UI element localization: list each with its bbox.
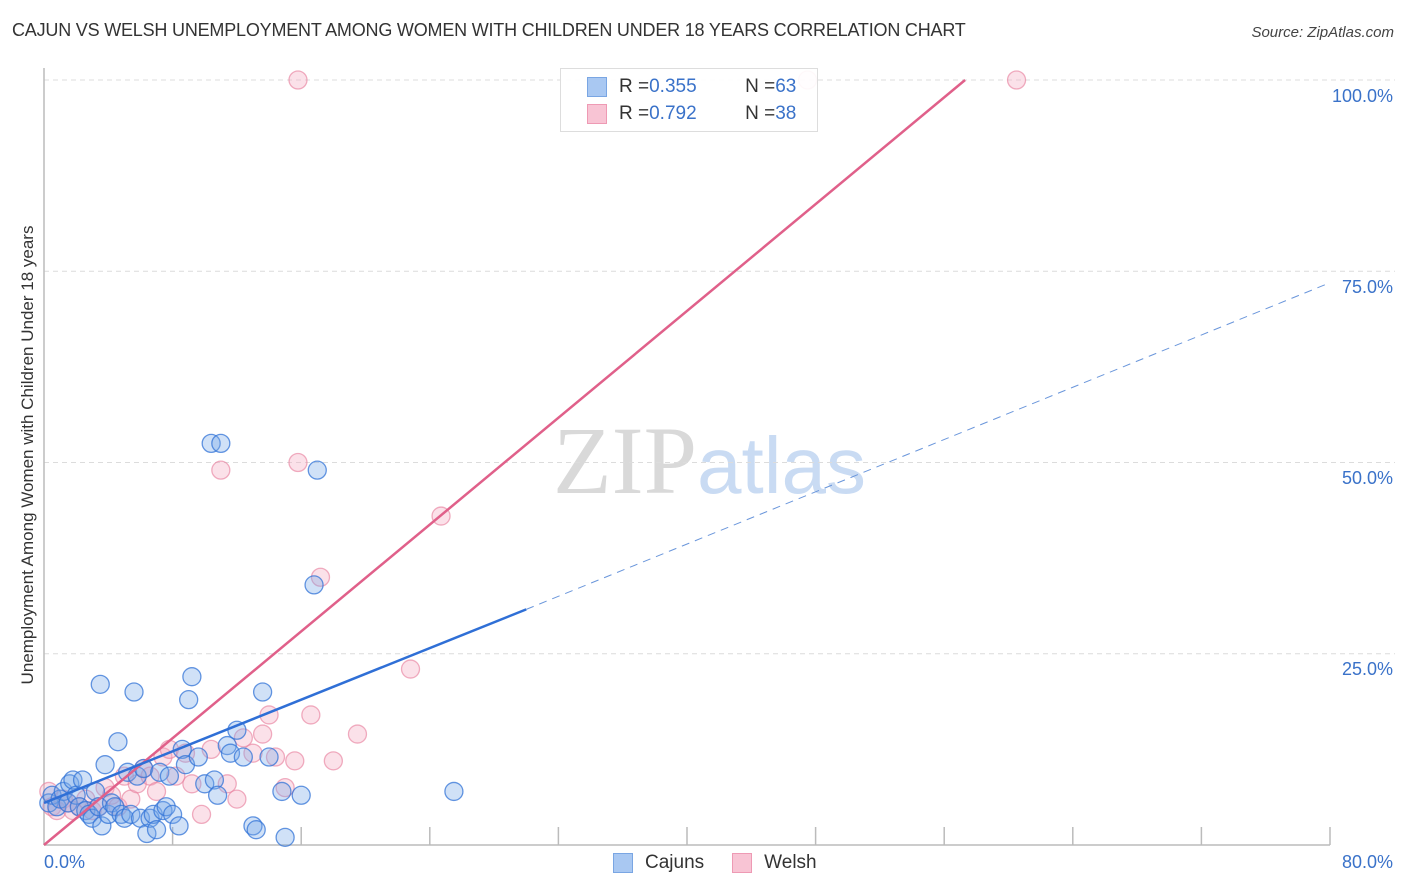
gridlines xyxy=(44,79,1395,655)
x-tick-0: 0.0% xyxy=(44,852,86,872)
legend-row-welsh: R = 0.792 N = 38 xyxy=(587,102,796,126)
welsh-swatch-icon xyxy=(587,104,607,124)
n-value-cajuns: 63 xyxy=(775,76,797,97)
welsh-points xyxy=(39,70,1027,825)
legend-label-welsh: Welsh xyxy=(764,852,817,873)
watermark-atlas: atlas xyxy=(697,421,866,510)
n-label: N = xyxy=(745,103,776,124)
y-tick-50: 50.0% xyxy=(1341,468,1393,488)
source-label: Source: ZipAtlas.com xyxy=(1251,24,1394,41)
cajuns-swatch-icon xyxy=(587,77,607,97)
x-tick-80: 80.0% xyxy=(1341,852,1393,872)
y-tick-100: 100.0% xyxy=(1331,86,1393,106)
y-tick-75: 75.0% xyxy=(1341,277,1393,297)
cajun-points xyxy=(39,433,464,847)
legend-item-cajuns[interactable]: Cajuns xyxy=(613,852,704,874)
axes xyxy=(43,68,1331,846)
y-axis-label: Unemployment Among Women with Children U… xyxy=(18,225,37,685)
welsh-swatch-icon xyxy=(732,853,753,873)
legend-row-cajuns: R = 0.355 N = 63 xyxy=(587,75,796,99)
r-label: R = xyxy=(619,76,650,97)
r-label: R = xyxy=(619,103,650,124)
watermark-zip: ZIP xyxy=(553,407,697,514)
n-value-welsh: 38 xyxy=(775,103,797,124)
r-value-welsh: 0.792 xyxy=(649,103,697,124)
chart-title: CAJUN VS WELSH UNEMPLOYMENT AMONG WOMEN … xyxy=(12,20,966,40)
r-value-cajuns: 0.355 xyxy=(649,76,697,97)
watermark: ZIPatlas xyxy=(553,405,866,516)
cajuns-swatch-icon xyxy=(613,853,633,873)
correlation-legend: R = 0.355 N = 63 R = 0.792 N = 38 xyxy=(560,68,818,132)
n-label: N = xyxy=(745,76,776,97)
y-tick-25: 25.0% xyxy=(1341,659,1393,679)
legend-label-cajuns: Cajuns xyxy=(645,852,705,873)
trendlines xyxy=(43,79,1331,846)
series-legend: Cajuns Welsh xyxy=(613,852,845,874)
legend-item-welsh[interactable]: Welsh xyxy=(732,852,817,874)
